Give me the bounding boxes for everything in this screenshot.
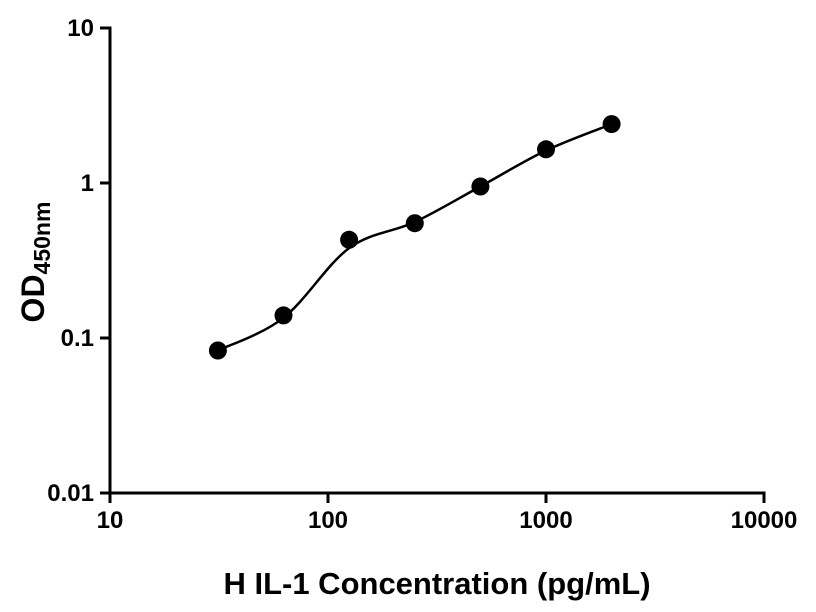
y-axis-title: OD450nm — [15, 202, 55, 323]
x-tick-label: 100 — [308, 507, 348, 534]
data-point — [602, 115, 621, 134]
plot-layer: 10 100 1000 10000 0.01 0.1 1 10 — [47, 15, 797, 534]
y-axis-title-main: OD — [15, 274, 51, 322]
x-axis-title: H IL-1 Concentration (pg/mL) — [223, 566, 650, 601]
y-tick-label: 1 — [81, 170, 94, 197]
data-point — [208, 341, 227, 360]
x-tick-label: 10000 — [731, 507, 798, 534]
y-tick-label: 10 — [67, 15, 94, 42]
axis-lines — [108, 26, 766, 495]
x-tick-label: 10 — [97, 507, 124, 534]
data-point — [340, 230, 359, 249]
y-axis-title-subscript: 450nm — [29, 202, 55, 275]
data-point — [405, 214, 424, 233]
data-point — [274, 306, 293, 325]
data-point — [471, 177, 490, 196]
y-tick-label: 0.01 — [47, 480, 94, 507]
data-point — [537, 140, 555, 159]
x-tick-label: 1000 — [519, 507, 572, 534]
y-tick-label: 0.1 — [61, 325, 94, 352]
